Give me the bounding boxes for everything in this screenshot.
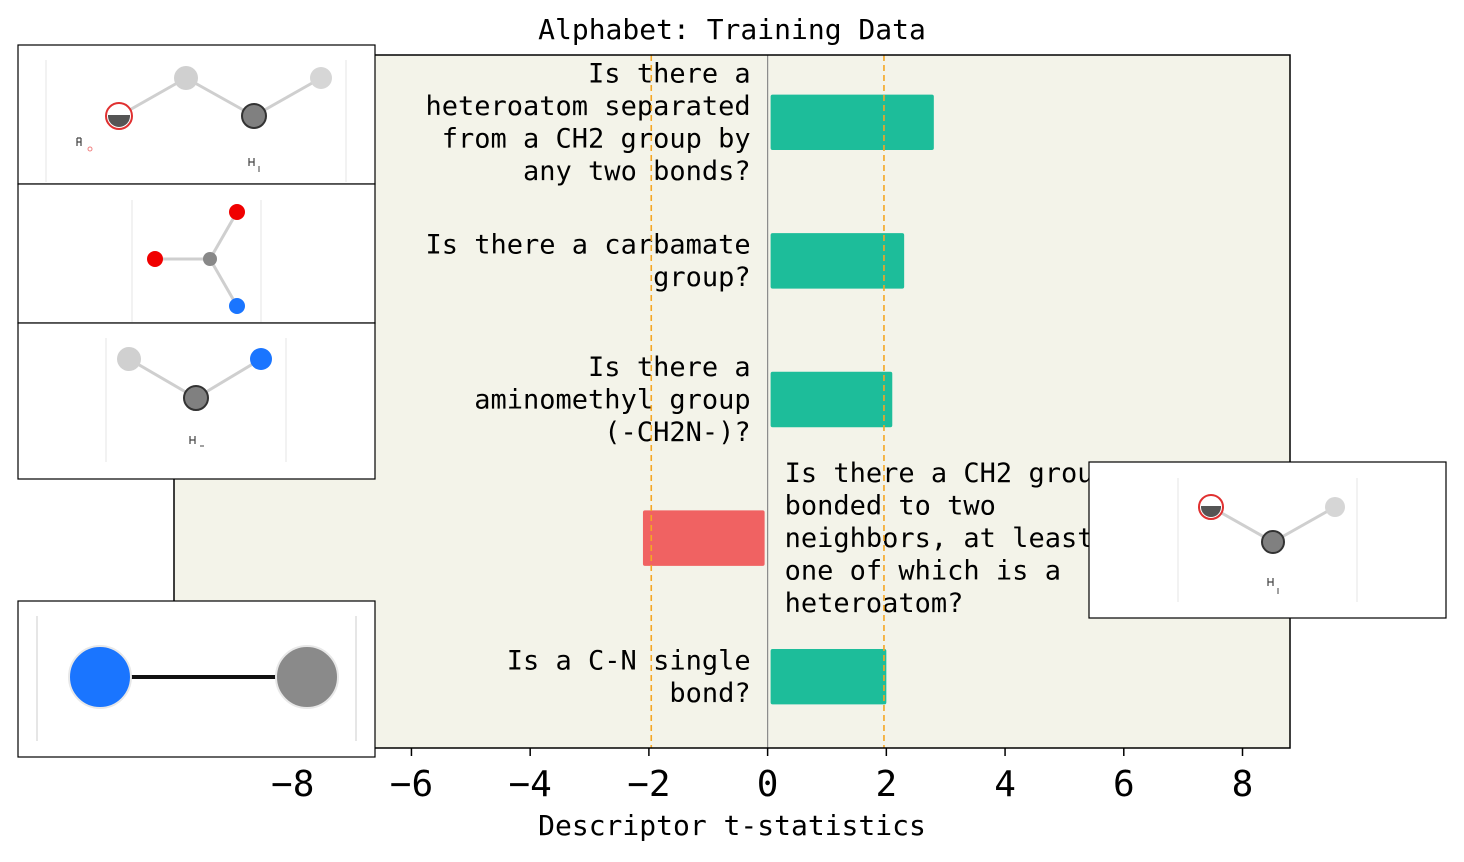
- carbon-atom-icon: [183, 385, 209, 411]
- category-label: Is there a carbamate group?: [426, 230, 751, 294]
- bar: [770, 648, 887, 705]
- category-label: Is there a heteroatom separated from a CH2…: [426, 59, 751, 188]
- category-label-line: group?: [653, 262, 751, 293]
- category-label-line: neighbors, at least: [785, 523, 1094, 554]
- category-label: Is there a CH2 group bonded to two neighbo…: [785, 458, 1110, 619]
- atom-node-icon: [174, 66, 198, 90]
- category-label: Is a C-N single bond?: [507, 645, 751, 709]
- carbon-atom-icon: [275, 645, 339, 709]
- bar: [642, 510, 765, 566]
- molecule-thumbnail-2: [17, 183, 376, 324]
- category-label-line: Is there a CH2 group: [785, 458, 1110, 489]
- bar: [770, 233, 905, 289]
- category-label-line: Is there a carbamate: [426, 230, 751, 261]
- category-label-line: Is there a: [588, 352, 751, 383]
- x-tick-label: −2: [627, 764, 670, 805]
- category-label-line: bonded to two: [785, 491, 996, 522]
- atom-node-icon: [310, 67, 332, 89]
- category-label-line: any two bonds?: [523, 156, 751, 187]
- category-label-line: Is a C-N single: [507, 645, 751, 676]
- x-tick-label: 2: [875, 764, 897, 805]
- nitrogen-atom-icon: [229, 298, 245, 314]
- category-label-line: one of which is a: [785, 556, 1061, 587]
- category-label: Is there a aminomethyl group (-CH2N-)?: [474, 352, 750, 448]
- x-tick-label: 0: [757, 764, 779, 805]
- molecule-thumbnail-5: [17, 600, 376, 758]
- category-label-line: Is there a: [588, 59, 751, 90]
- molecule-thumbnail-3: [17, 322, 376, 480]
- carbon-atom-icon: [203, 252, 217, 266]
- bar: [770, 371, 893, 428]
- x-tick-label: 6: [1113, 764, 1135, 805]
- x-axis-label: Descriptor t-statistics: [538, 809, 926, 842]
- category-label-line: aminomethyl group: [474, 385, 750, 416]
- x-tick-label: −4: [508, 764, 551, 805]
- molecule-thumbnail-4: [1088, 461, 1447, 619]
- x-tick-label: −6: [390, 764, 433, 805]
- chart-title: Alphabet: Training Data: [538, 13, 926, 46]
- x-axis: −8 −6 −4 −2 0 2 4 6 8: [271, 748, 1253, 805]
- category-label-line: heteroatom?: [785, 588, 964, 619]
- bar: [770, 94, 934, 151]
- nitrogen-atom-icon: [250, 348, 272, 370]
- x-tick-label: −8: [271, 764, 314, 805]
- oxygen-atom-icon: [229, 204, 245, 220]
- carbon-atom-icon: [1261, 530, 1285, 554]
- oxygen-atom-icon: [147, 251, 163, 267]
- atom-node-icon: [117, 347, 141, 371]
- nitrogen-atom-icon: [68, 645, 132, 709]
- x-tick-label: 4: [994, 764, 1016, 805]
- x-tick-label: 8: [1232, 764, 1254, 805]
- carbon-atom-icon: [241, 103, 267, 129]
- category-label-line: heteroatom separated: [426, 91, 751, 122]
- atom-node-icon: [1325, 497, 1345, 517]
- molecule-thumbnail-1: [17, 44, 376, 185]
- category-label-line: (-CH2N-)?: [604, 417, 750, 448]
- category-label-line: from a CH2 group by: [442, 124, 751, 155]
- plot-area: Is there a heteroatom separated from a CH2…: [426, 55, 1110, 748]
- category-label-line: bond?: [669, 678, 750, 709]
